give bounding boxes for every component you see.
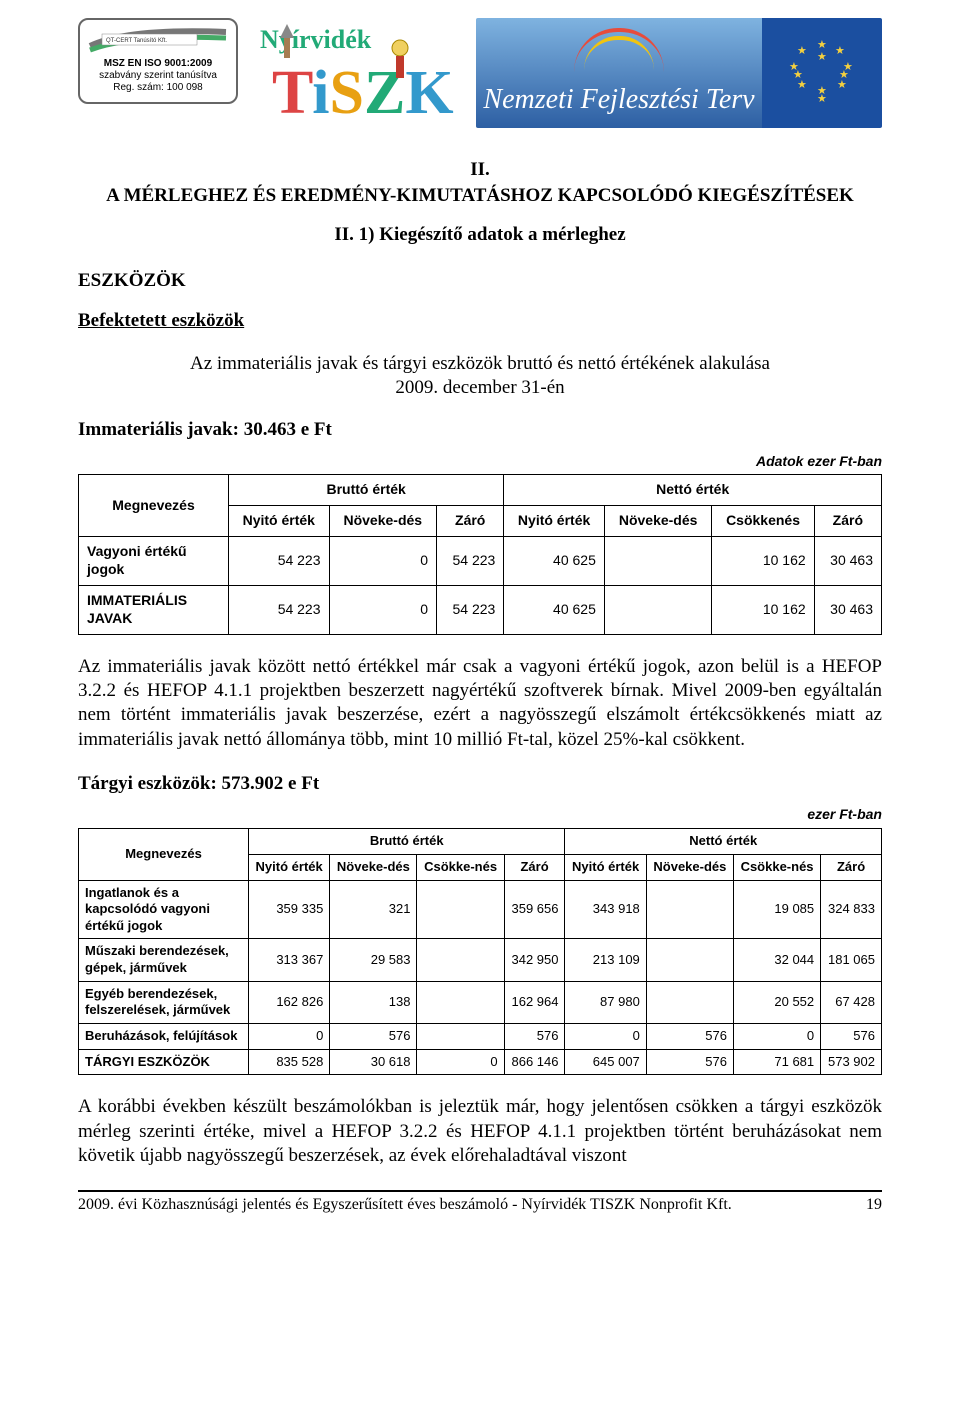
t2-h-nyito-b: Nyitó érték [249,854,330,880]
cert-qt-text: QT-CERT Tanúsító Kft. [106,38,167,44]
heading-befektetett: Befektetett eszközök [78,309,882,333]
t2-h-novekedes-n: Növeke-dés [646,854,733,880]
paragraph-2: A korábbi években készült beszámolókban … [78,1095,882,1168]
table-immaterialis: Megnevezés Bruttó érték Nettó érték Nyit… [78,474,882,634]
heading-targyi: Tárgyi eszközök: 573.902 e Ft [78,772,882,796]
table-row: Egyéb berendezések, felszerelések, jármű… [79,981,882,1023]
svg-text:Nyírvidék: Nyírvidék [260,25,372,54]
t2-h-csokkenes-b: Csökke-nés [417,854,504,880]
tiszk-logo: Nyírvidék TiSZK [252,18,462,128]
nfp-left-panel: Nemzeti Fejlesztési Terv [476,18,762,128]
t1-h-novekedes: Növeke-dés [329,506,437,537]
t1-h-novekedes2: Növeke-dés [604,506,712,537]
cert-line1: MSZ EN ISO 9001:2009 [88,58,228,70]
nfp-text: Nemzeti Fejlesztési Terv [483,84,754,116]
table-row: TÁRGYI ESZKÖZÖK 835 528 30 618 0 866 146… [79,1049,882,1075]
page-number: 19 [866,1196,882,1214]
t2-h-megnevezes: Megnevezés [79,829,249,880]
t2-h-zaro-n: Záró [821,854,882,880]
intro-line2: 2009. december 31-én [78,376,882,400]
cert-line3: Reg. szám: 100 098 [88,82,228,94]
t1-h-nyito: Nyitó érték [229,506,330,537]
intro-line1: Az immateriális javak és tárgyi eszközök… [78,352,882,376]
t1-h-brutto: Bruttó érték [229,475,504,506]
immaterialis-line: Immateriális javak: 30.463 e Ft [78,418,882,442]
table-row: IMMATERIÁLIS JAVAK 54 223 0 54 223 40 62… [79,586,882,635]
table-row: Ingatlanok és a kapcsolódó vagyoni érték… [79,880,882,939]
cert-box: QT-CERT Tanúsító Kft. MSZ EN ISO 9001:20… [78,18,238,104]
unit-note-1: Adatok ezer Ft-ban [78,453,882,471]
eu-flag: ★★ ★★ ★★ ★★ ★★ ★★ [762,18,882,128]
t1-h-zaro2: Záró [814,506,881,537]
t1-h-csokkenes: Csökkenés [712,506,814,537]
t2-h-brutto: Bruttó érték [249,829,565,855]
t1-h-netto: Nettó érték [504,475,882,506]
t1-h-nyito2: Nyitó érték [504,506,605,537]
footer-text: 2009. évi Közhasznúsági jelentés és Egys… [78,1196,732,1214]
table-row: Beruházások, felújítások 0 576 576 0 576… [79,1023,882,1049]
cert-line2: szabvány szerint tanúsítva [88,70,228,82]
cert-swoosh-icon: QT-CERT Tanúsító Kft. [88,26,228,54]
t2-h-netto: Nettó érték [565,829,882,855]
paragraph-1: Az immateriális javak között nettó érték… [78,655,882,752]
page-footer: 2009. évi Közhasznúsági jelentés és Egys… [78,1190,882,1214]
t1-h-zaro: Záró [437,506,504,537]
unit-note-2: ezer Ft-ban [78,806,882,824]
t2-h-novekedes-b: Növeke-dés [330,854,417,880]
t2-h-zaro-b: Záró [504,854,565,880]
t2-h-csokkenes-n: Csökke-nés [733,854,820,880]
heading-eszkozok: ESZKÖZÖK [78,269,882,293]
svg-text:TiSZK: TiSZK [272,59,454,127]
table-targyi: Megnevezés Bruttó érték Nettó érték Nyit… [78,828,882,1075]
table-row: Műszaki berendezések, gépek, járművek 31… [79,939,882,981]
section-number: II. [78,158,882,182]
nfp-logo: Nemzeti Fejlesztési Terv ★★ ★★ ★★ ★★ ★★ … [476,18,882,128]
section-title: A MÉRLEGHEZ ÉS EREDMÉNY-KIMUTATÁSHOZ KAP… [78,184,882,208]
table-row: Vagyoni értékű jogok 54 223 0 54 223 40 … [79,537,882,586]
header-logos: QT-CERT Tanúsító Kft. MSZ EN ISO 9001:20… [78,18,882,128]
t2-h-nyito-n: Nyitó érték [565,854,646,880]
t1-h-megnevezes: Megnevezés [79,475,229,537]
section-subtitle: II. 1) Kiegészítő adatok a mérleghez [78,223,882,247]
